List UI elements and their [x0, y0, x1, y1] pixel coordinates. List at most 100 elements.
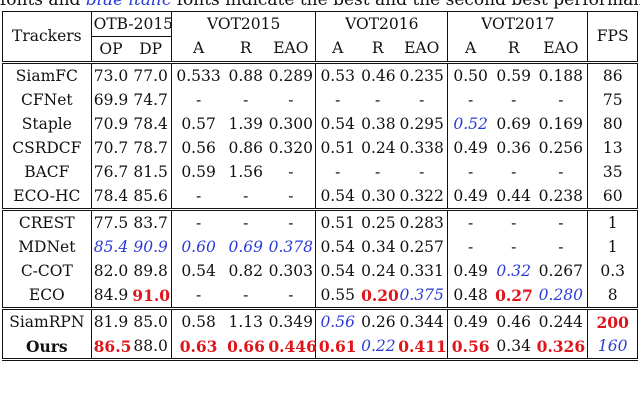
results-table: Trackers OTB-2015 VOT2015 VOT2016 VOT201…	[2, 11, 638, 361]
table-cell: 8	[587, 283, 638, 310]
table-row: CFNet 69.9 74.7- - - - - - - - -75	[2, 88, 638, 112]
tracker-name: C-COT	[2, 259, 92, 283]
table-cell: 0.320	[266, 136, 317, 160]
table-cell: 0.331	[396, 259, 449, 283]
tracker-name: CREST	[2, 208, 92, 235]
table-cell: -	[468, 90, 474, 109]
table-cell: 0.49	[453, 138, 488, 157]
table-cell: 0.88	[225, 61, 267, 88]
table-cell: 1	[587, 208, 638, 235]
table-cell: 160	[587, 334, 638, 361]
tracker-name: ECO-HC	[2, 184, 92, 211]
table-cell: 83.7	[130, 208, 173, 235]
table-cell: -	[511, 237, 517, 256]
subheader-7: EAO	[396, 36, 449, 63]
table-cell: 70.7	[93, 138, 129, 157]
table-cell: -	[396, 88, 449, 112]
table-cell: 0.267	[534, 259, 589, 283]
table-cell: -	[534, 160, 589, 184]
tracker-name: BACF	[2, 160, 92, 184]
table-cell: 0.295	[396, 112, 449, 136]
table-cell: 1.13	[225, 307, 267, 334]
header-otb: OTB-2015	[91, 11, 173, 37]
table-cell: 1.56	[228, 162, 263, 181]
table-cell: -	[375, 162, 381, 181]
table-cell: 0.56	[447, 334, 494, 361]
header-row-2: OP DP A R EAO A R EAO A R EAO	[3, 36, 638, 63]
table-row: Staple 70.9 78.4 0.57 1.39 0.300 0.54 0.38 0.295…	[2, 112, 638, 136]
table-cell: 0.238	[534, 184, 589, 211]
tracker-name: CSRDCF	[2, 136, 92, 160]
table-cell: -	[266, 283, 317, 310]
table-cell: -	[493, 208, 535, 235]
table-cell: -	[447, 208, 494, 235]
table-cell: 73.0	[91, 61, 131, 88]
subheader-6: R	[359, 36, 397, 63]
table-cell: 0.50	[447, 61, 494, 88]
table-cell: 90.9	[130, 235, 173, 259]
table-cell: 81.5	[130, 160, 173, 184]
table-cell: 1	[587, 235, 638, 259]
table-cell: 0.188	[534, 61, 589, 88]
table-cell: 84.9	[91, 283, 131, 310]
table-row: SiamFC 73.0 77.0 0.533 0.88 0.289 0.53 0.46 0.23…	[2, 61, 638, 88]
table-cell: 0.349	[266, 307, 317, 334]
subheader-4: EAO	[266, 36, 317, 63]
subheader-2: A	[171, 36, 226, 63]
table-cell: -	[266, 160, 317, 184]
table-cell: 0.55	[315, 283, 360, 310]
subheader-1: DP	[130, 36, 173, 63]
table-cell: 0.59	[493, 61, 535, 88]
table-cell: 74.7	[130, 88, 173, 112]
table-cell: 77.0	[130, 61, 173, 88]
table-cell: -	[511, 162, 517, 181]
table-cell: 0.56	[181, 138, 216, 157]
header-trackers: Trackers	[2, 11, 92, 63]
table-cell: 0.56	[315, 307, 360, 334]
table-row: CSRDCF 70.7 78.7 0.56 0.86 0.320 0.51 0.24 0.338…	[2, 136, 638, 160]
subheader-5: A	[315, 36, 360, 63]
subheader-10: EAO	[534, 36, 589, 63]
table-cell: 0.44	[493, 184, 535, 211]
table-cell: 91.0	[130, 283, 173, 310]
table-cell: 69.9	[93, 90, 129, 109]
table-cell: 86.5	[91, 334, 131, 361]
table-cell: 0.52	[453, 114, 488, 133]
table-cell: 0.54	[320, 237, 355, 256]
caption-prefix: fonts and	[0, 0, 86, 10]
tracker-name: Staple	[2, 112, 92, 136]
table-cell: 0.32	[496, 261, 531, 280]
caption-italic: blue italic	[85, 0, 172, 10]
subheader-8: A	[447, 36, 494, 63]
table-cell: 0.49	[447, 307, 494, 334]
table-cell: 0.256	[534, 136, 589, 160]
table-cell: 0.63	[171, 334, 226, 361]
table-cell: 0.24	[361, 261, 396, 280]
table-cell: 0.300	[266, 112, 317, 136]
table-cell: 0.303	[266, 259, 317, 283]
table-cell: 85.6	[130, 184, 173, 211]
subheader-0: OP	[91, 36, 131, 63]
table-cell: 0.411	[396, 334, 449, 361]
table-cell: 0.378	[266, 235, 317, 259]
table-cell: 0.60	[181, 237, 216, 256]
table-cell: 0.59	[181, 162, 216, 181]
table-cell: 85.4	[93, 237, 129, 256]
table-cell: 0.49	[453, 261, 488, 280]
table-cell: -	[225, 283, 267, 310]
table-cell: 0.326	[534, 334, 589, 361]
table-cell: -	[534, 208, 589, 235]
table-cell: 0.283	[396, 208, 449, 235]
table-cell: -	[335, 90, 341, 109]
table-cell: 0.54	[315, 184, 360, 211]
table-cell: 0.58	[171, 307, 226, 334]
table-cell: -	[468, 162, 474, 181]
table-cell: -	[225, 208, 267, 235]
table-cell: 0.257	[396, 235, 449, 259]
table-cell: -	[195, 90, 202, 109]
table-cell: 35	[587, 160, 638, 184]
table-cell: -	[534, 88, 589, 112]
table-cell: 0.61	[315, 334, 360, 361]
table-cell: 0.25	[359, 208, 397, 235]
subheader-3: R	[225, 36, 267, 63]
